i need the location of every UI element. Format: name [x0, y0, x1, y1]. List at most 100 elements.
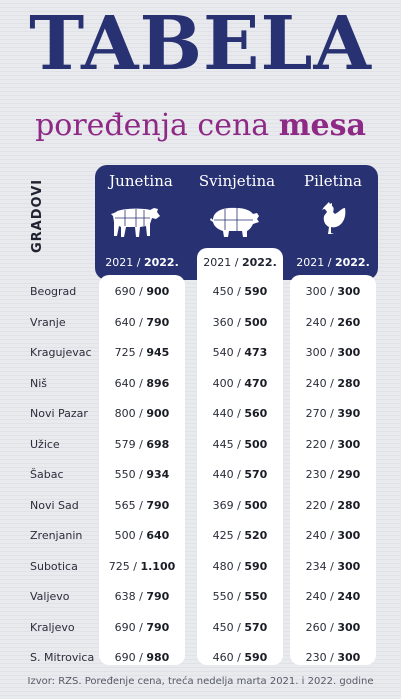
row-header-label: GRADOVI: [30, 178, 45, 254]
price-2021: 550: [212, 590, 234, 603]
price-2021: 460: [212, 651, 234, 664]
table-cell: 640 / 896: [114, 377, 170, 390]
table-cell: 300 / 300: [305, 285, 361, 298]
table-cell: 300 / 300: [305, 346, 361, 359]
table-cell: 690 / 980: [114, 651, 170, 664]
price-2022: 500: [244, 499, 268, 512]
price-2022: 945: [146, 346, 170, 359]
city-label: S. Mitrovica: [30, 651, 95, 664]
price-2022: 790: [146, 590, 170, 603]
price-2022: 290: [337, 468, 361, 481]
price-2022: 500: [244, 438, 268, 451]
price-2021: 234: [305, 560, 327, 573]
price-2022: 900: [146, 407, 170, 420]
price-2022: 590: [244, 560, 268, 573]
year-label-piletina: 2021 / 2022.: [296, 256, 370, 269]
table-cell: 445 / 500: [212, 438, 268, 451]
price-2022: 790: [146, 499, 170, 512]
subtitle-emphasis: mesa: [278, 108, 366, 143]
year-label-svinjetina: 2021 / 2022.: [203, 256, 277, 269]
price-2022: 560: [244, 407, 268, 420]
year-old: 2021: [296, 256, 325, 269]
table-cell: 230 / 290: [305, 468, 361, 481]
price-2022: 590: [244, 651, 268, 664]
table-cell: 579 / 698: [114, 438, 170, 451]
price-2021: 800: [114, 407, 136, 420]
price-2022: 790: [146, 316, 170, 329]
table-cell: 440 / 570: [212, 468, 268, 481]
price-2021: 640: [114, 316, 136, 329]
city-label: Valjevo: [30, 590, 70, 603]
price-2021: 640: [114, 377, 136, 390]
cow-icon: [111, 208, 160, 237]
price-2022: 590: [244, 285, 268, 298]
price-2022: 470: [244, 377, 268, 390]
city-label: Vranje: [30, 316, 66, 329]
table-cell: 450 / 570: [212, 621, 268, 634]
price-2022: 570: [244, 468, 268, 481]
table-cell: 450 / 590: [212, 285, 268, 298]
table-cell: 460 / 590: [212, 651, 268, 664]
city-label: Novi Pazar: [30, 407, 88, 420]
price-2022: 570: [244, 621, 268, 634]
column-header-piletina: Piletina: [304, 172, 362, 190]
table-cell: 260 / 300: [305, 621, 361, 634]
price-2021: 579: [114, 438, 136, 451]
table-cell: 690 / 790: [114, 621, 170, 634]
column-header-svinjetina: Svinjetina: [198, 172, 276, 190]
city-label: Kragujevac: [30, 346, 92, 359]
price-2022: 640: [146, 529, 170, 542]
source-note: Izvor: RZS. Poređenje cena, treća nedelj…: [27, 676, 374, 687]
price-2021: 440: [212, 468, 234, 481]
price-2021: 240: [305, 316, 327, 329]
page-title: TABELA: [29, 1, 372, 87]
price-2022: 980: [146, 651, 170, 664]
table-cell: 425 / 520: [212, 529, 268, 542]
price-2022: 280: [337, 499, 361, 512]
price-2022: 1.100: [140, 560, 176, 573]
table-cell: 540 / 473: [212, 346, 268, 359]
chicken-icon: [322, 202, 346, 234]
city-label: Užice: [30, 438, 60, 451]
city-label: Zrenjanin: [30, 529, 83, 542]
price-2022: 300: [337, 621, 361, 634]
column-card-junetina: [99, 275, 185, 665]
table-cell: 638 / 790: [114, 590, 170, 603]
table-cell: 440 / 560: [212, 407, 268, 420]
price-2021: 690: [114, 285, 136, 298]
price-2021: 690: [114, 621, 136, 634]
price-2021: 690: [114, 651, 136, 664]
price-2021: 425: [212, 529, 234, 542]
table-cell: 725 / 1.100: [108, 560, 176, 573]
price-2022: 300: [337, 560, 361, 573]
subtitle-prefix: poređenja cena: [35, 108, 270, 143]
price-2022: 260: [337, 316, 361, 329]
price-2022: 280: [337, 377, 361, 390]
price-2021: 369: [212, 499, 234, 512]
price-2022: 240: [337, 590, 361, 603]
price-2022: 934: [146, 468, 170, 481]
price-2021: 725: [114, 346, 136, 359]
price-2021: 450: [212, 621, 234, 634]
price-2021: 260: [305, 621, 327, 634]
price-2021: 270: [305, 407, 327, 420]
price-2021: 360: [212, 316, 234, 329]
price-2022: 550: [244, 590, 268, 603]
price-2022: 300: [337, 529, 361, 542]
price-2021: 500: [114, 529, 136, 542]
table-cell: 220 / 300: [305, 438, 361, 451]
table-cell: 240 / 300: [305, 529, 361, 542]
price-2022: 520: [244, 529, 268, 542]
table-cell: 565 / 790: [114, 499, 170, 512]
table-cell: 270 / 390: [305, 407, 361, 420]
year-new: 2022.: [143, 256, 179, 269]
price-2021: 300: [305, 285, 327, 298]
year-new: 2022.: [241, 256, 277, 269]
table-cell: 725 / 945: [114, 346, 170, 359]
city-label: Subotica: [30, 560, 78, 573]
year-new: 2022.: [334, 256, 370, 269]
city-label: Beograd: [30, 285, 77, 298]
price-2021: 220: [305, 499, 327, 512]
price-2021: 638: [114, 590, 136, 603]
city-label: Niš: [30, 377, 48, 390]
